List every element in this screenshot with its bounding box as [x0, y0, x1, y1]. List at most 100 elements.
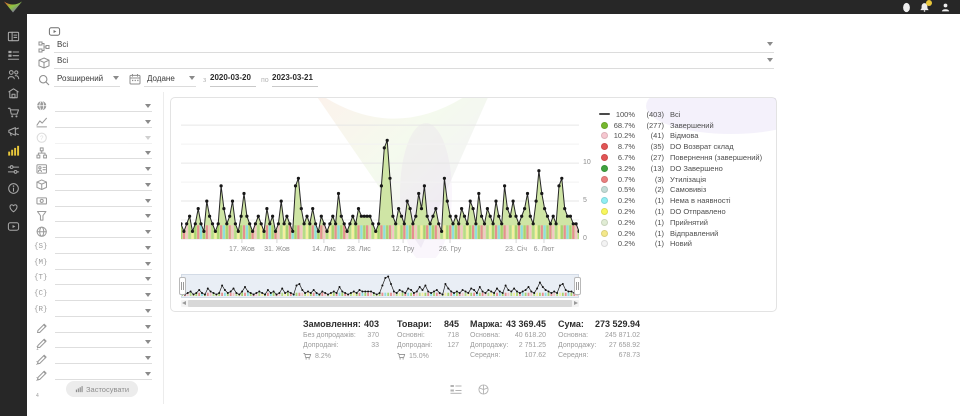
scroll-right-icon[interactable]	[574, 301, 578, 305]
date-field-select[interactable]: Додане	[144, 72, 196, 87]
date-from-input[interactable]: 2020-03-20	[210, 73, 256, 87]
legend-item[interactable]: 0.2%(1)DO Отправлено	[599, 206, 762, 217]
sidebar-item-loyalty[interactable]	[7, 201, 20, 214]
cart-icon	[397, 352, 406, 361]
navigator-right-handle[interactable]	[574, 277, 581, 295]
filter-select-globe-filled[interactable]	[55, 99, 152, 112]
scroll-left-icon[interactable]	[182, 301, 186, 305]
filter-select-pencil3[interactable]	[55, 351, 152, 364]
summary-sub-label: Середня:	[470, 352, 500, 359]
sidebar-item-store[interactable]	[7, 87, 20, 100]
filter-select-box[interactable]	[55, 178, 152, 191]
product-group-select[interactable]: Всі	[54, 38, 774, 53]
apply-button[interactable]: Застосувати	[66, 381, 138, 397]
sidebar-item-marketing[interactable]	[7, 125, 20, 138]
search-mode-select[interactable]: Розширений	[54, 72, 120, 87]
product-select[interactable]: Всі	[54, 54, 774, 69]
filter-select-pencil4[interactable]	[55, 367, 152, 380]
navigator-left-handle[interactable]	[179, 277, 186, 295]
summary-value: 273 529.94	[595, 319, 640, 329]
filter-select-money[interactable]	[55, 194, 152, 207]
legend-item[interactable]: 8.7%(35)DO Возврат склад	[599, 141, 762, 152]
sidebar-item-customers[interactable]	[7, 68, 20, 81]
legend-item[interactable]: 100%(403)Всі	[599, 109, 762, 120]
legend-percent: 10.2%	[610, 131, 635, 140]
chart-navigator[interactable]	[181, 274, 579, 298]
legend-percent: 0.2%	[610, 218, 635, 227]
statistics-chart-card: 0510 17. Жов31. Жов14. Лис28. Лис12. Гру…	[170, 97, 777, 312]
chat-icon[interactable]	[902, 2, 911, 13]
legend-count: (13)	[637, 164, 664, 173]
legend-dot-swatch	[601, 208, 608, 215]
legend-count: (403)	[637, 110, 664, 119]
sidebar-item-integrations[interactable]	[7, 163, 20, 176]
legend-item[interactable]: 0.2%(1)Новий	[599, 239, 762, 250]
chart-scrollbar[interactable]	[181, 300, 579, 307]
filter-select-var-r[interactable]	[55, 304, 152, 317]
chevron-down-icon	[767, 58, 773, 62]
legend-label: Відправлений	[670, 229, 718, 238]
legend-count: (3)	[637, 175, 664, 184]
trend-icon	[36, 116, 48, 128]
date-to-input[interactable]: 2023-03-21	[272, 73, 318, 87]
orders-chart[interactable]	[181, 110, 579, 244]
legend-item[interactable]: 0.7%(3)Утилізація	[599, 174, 762, 185]
scrollbar-thumb[interactable]	[188, 300, 572, 307]
legend-item[interactable]: 0.2%(1)Прийнятий	[599, 217, 762, 228]
summary-sub-label: Основні:	[397, 332, 425, 339]
sidebar-item-purchases[interactable]	[7, 106, 20, 119]
filter-select-badge[interactable]	[55, 162, 152, 175]
filter-select-trend[interactable]	[55, 115, 152, 128]
chevron-down-icon	[145, 136, 151, 140]
legend-item[interactable]: 6.7%(27)Повернення (завершений)	[599, 152, 762, 163]
legend-item[interactable]: 0.2%(1)Нема в наявності	[599, 195, 762, 206]
user-avatar-icon[interactable]	[940, 2, 951, 13]
legend-item[interactable]: 68.7%(277)Завершений	[599, 120, 762, 131]
list-view-icon[interactable]	[450, 384, 462, 394]
legend-label: Самовивіз	[670, 185, 706, 194]
legend-dot-swatch	[601, 197, 608, 204]
svg-text:?: ?	[40, 134, 44, 141]
filter-select-pencil2[interactable]	[55, 335, 152, 348]
brand-logo-icon[interactable]	[3, 1, 23, 13]
var-t-icon: {T}	[34, 274, 48, 282]
legend-label: Прийнятий	[670, 218, 708, 227]
sidebar-item-orders[interactable]	[7, 49, 20, 62]
legend-item[interactable]: 3.2%(13)DO Завершено	[599, 163, 762, 174]
legend-label: Всі	[670, 110, 680, 119]
filter-select-help[interactable]	[55, 131, 152, 144]
sidebar-item-video-tutorials[interactable]	[7, 220, 20, 233]
y-tick-label: 0	[583, 235, 597, 242]
x-tick-label: 12. Гру	[392, 246, 414, 253]
y-tick-label: 5	[583, 197, 597, 204]
product-value: Всі	[57, 56, 68, 65]
sidebar-item-dashboard[interactable]	[7, 30, 20, 43]
filter-select-globe[interactable]	[55, 225, 152, 238]
filter-select-pencil1[interactable]	[55, 320, 152, 333]
filter-select-var-t[interactable]	[55, 272, 152, 285]
summary-value: 403	[364, 319, 379, 329]
legend-dot-swatch	[601, 230, 608, 237]
sidebar-item-statistics[interactable]	[7, 144, 20, 157]
filter-select-funnel[interactable]	[55, 209, 152, 222]
legend-item[interactable]: 0.2%(1)Відправлений	[599, 228, 762, 239]
filter-select-var-s[interactable]	[55, 241, 152, 254]
summary-sub-value: 718	[447, 332, 459, 339]
summary-sub-label: Основна:	[470, 332, 500, 339]
legend-item[interactable]: 0.5%(2)Самовивіз	[599, 185, 762, 196]
package-view-icon[interactable]	[478, 384, 489, 395]
filter-select-sitemap[interactable]	[55, 146, 152, 159]
summary-sub-value: 127	[447, 342, 459, 349]
legend-percent: 6.7%	[610, 153, 635, 162]
search-icon[interactable]	[38, 74, 50, 86]
sidebar-item-info[interactable]	[7, 182, 20, 195]
filter-select-var-c[interactable]	[55, 288, 152, 301]
legend-dot-swatch	[601, 165, 608, 172]
legend-item[interactable]: 10.2%(41)Відмова	[599, 131, 762, 142]
notifications-bell-icon[interactable]	[919, 2, 930, 13]
summary-sub-label: Середня:	[558, 352, 588, 359]
x-tick-label: 28. Лис	[347, 246, 371, 253]
legend-percent: 0.2%	[610, 229, 635, 238]
video-guide-icon[interactable]	[46, 25, 63, 38]
filter-select-var-m[interactable]	[55, 257, 152, 270]
